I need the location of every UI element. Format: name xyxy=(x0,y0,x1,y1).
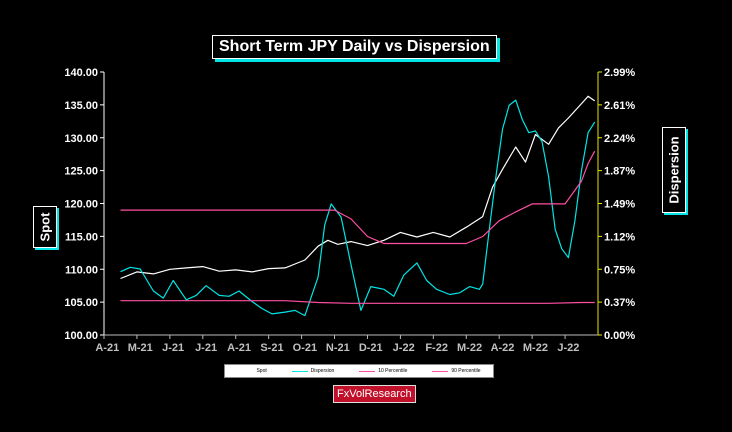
y-tick-left-label: 135.00 xyxy=(64,100,98,112)
y-tick-left-label: 100.00 xyxy=(64,330,98,342)
series-spot-line xyxy=(120,95,596,280)
legend-item-10-percentile: 10 Percentile xyxy=(359,368,407,374)
legend-swatch-90-percentile xyxy=(432,370,449,372)
x-tick-label: M-22 xyxy=(523,342,548,354)
chart-legend: Spot Dispersion 10 Percentile 90 Percent… xyxy=(224,364,494,378)
x-tick-label: J-21 xyxy=(162,342,184,354)
y-tick-left-label: 120.00 xyxy=(64,199,98,211)
x-tick-label: J-21 xyxy=(195,342,217,354)
x-tick-label: J-22 xyxy=(557,342,579,354)
y-tick-right-label: 1.49% xyxy=(604,199,635,211)
chart-title: Short Term JPY Daily vs Dispersion xyxy=(212,35,497,59)
y-tick-left-label: 140.00 xyxy=(64,67,98,79)
y-tick-right-label: 0.37% xyxy=(604,297,635,309)
y-tick-right-label: 1.87% xyxy=(604,166,635,178)
x-tick-label: M-22 xyxy=(457,342,482,354)
series-dispersion-line xyxy=(120,99,596,317)
y-axis-left-label: Spot xyxy=(37,212,53,242)
x-tick-label: A-22 xyxy=(491,342,515,354)
y-tick-left-label: 125.00 xyxy=(64,166,98,178)
y-tick-left-label: 110.00 xyxy=(65,264,98,276)
legend-swatch-spot xyxy=(237,370,254,372)
y-tick-left-label: 115.00 xyxy=(65,231,98,243)
y-tick-right-label: 0.00% xyxy=(604,330,635,342)
legend-swatch-10-percentile xyxy=(359,370,376,372)
legend-swatch-dispersion xyxy=(291,370,308,372)
x-tick-label: D-21 xyxy=(359,342,383,354)
x-tick-label: A-21 xyxy=(95,342,119,354)
y-tick-right-label: 0.75% xyxy=(604,264,635,276)
x-tick-label: J-22 xyxy=(393,342,415,354)
x-tick-label: N-21 xyxy=(326,342,350,354)
legend-item-dispersion: Dispersion xyxy=(291,368,335,374)
legend-item-spot: Spot xyxy=(237,368,267,374)
legend-label-10-percentile: 10 Percentile xyxy=(378,368,408,374)
y-axis-left-label-box: Spot xyxy=(33,206,57,248)
x-tick-label: S-21 xyxy=(260,342,283,354)
x-tick-label: A-21 xyxy=(227,342,251,354)
y-tick-right-label: 2.99% xyxy=(604,67,635,79)
legend-item-90-percentile: 90 Percentile xyxy=(432,368,481,374)
series-90-percentile-line xyxy=(120,150,596,245)
legend-label-dispersion: Dispersion xyxy=(310,368,335,374)
legend-label-90-percentile: 90 Percentile xyxy=(451,368,481,374)
x-tick-label: M-21 xyxy=(128,342,153,354)
y-tick-left-label: 130.00 xyxy=(64,133,98,145)
y-axis-right-label: Dispersion xyxy=(666,136,682,204)
series-10-percentile-line xyxy=(120,300,595,304)
x-tick-label: F-22 xyxy=(425,342,448,354)
y-tick-right-label: 1.12% xyxy=(604,231,635,243)
watermark-label: FxVolResearch xyxy=(333,385,416,403)
legend-label-spot: Spot xyxy=(256,368,267,374)
y-tick-right-label: 2.61% xyxy=(604,100,635,112)
y-tick-right-label: 2.24% xyxy=(604,133,635,145)
y-axis-right-label-box: Dispersion xyxy=(662,127,686,213)
x-tick-label: O-21 xyxy=(293,342,317,354)
y-tick-left-label: 105.00 xyxy=(64,297,98,309)
